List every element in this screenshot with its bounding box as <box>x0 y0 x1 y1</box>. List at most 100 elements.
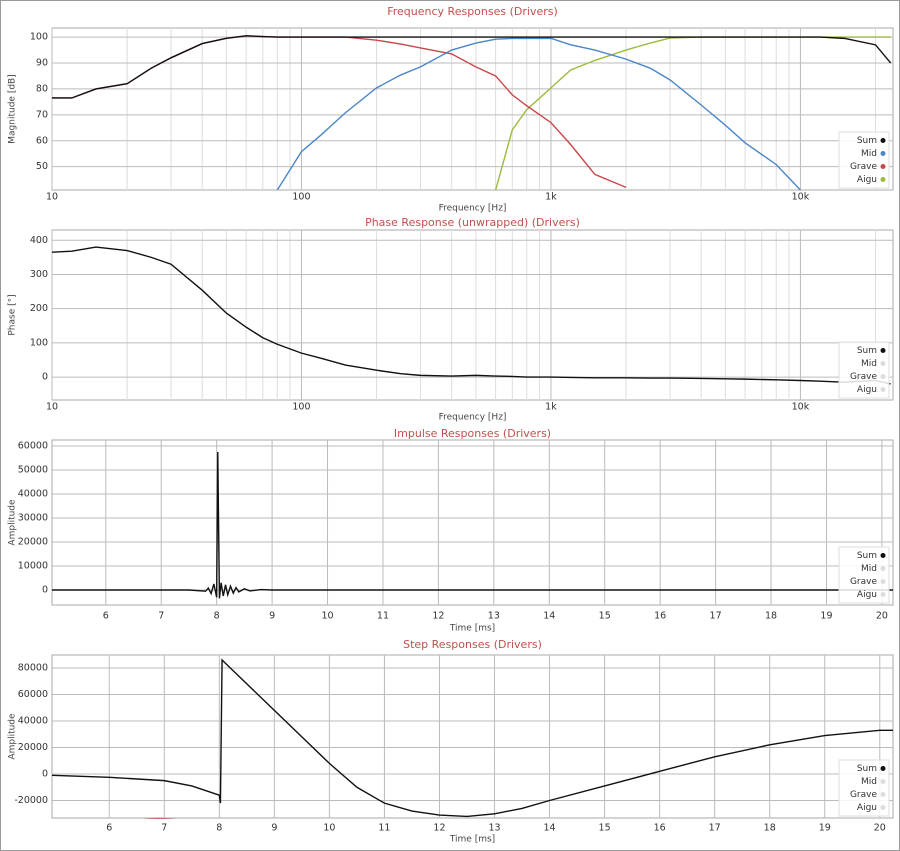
legend-marker <box>880 566 886 571</box>
x-tick-label: 11 <box>378 823 390 834</box>
y-tick-label: 100 <box>30 32 48 43</box>
legend-label: Aigu <box>857 385 877 395</box>
x-tick-label: 14 <box>544 823 556 834</box>
x-tick-label: 12 <box>432 611 444 622</box>
legend-label: Aigu <box>857 590 877 600</box>
x-tick-label: 9 <box>269 611 275 622</box>
y-axis-label: Amplitude <box>8 713 18 760</box>
y-tick-label: 0 <box>42 585 48 596</box>
y-tick-label: 0 <box>42 769 48 780</box>
x-tick-label: 13 <box>488 611 500 622</box>
x-tick-label: 19 <box>819 823 831 834</box>
y-tick-label: 80 <box>36 83 48 94</box>
x-tick-label: 1k <box>545 402 557 413</box>
x-tick-label: 6 <box>106 823 112 834</box>
x-axis-label: Time [ms] <box>449 835 495 845</box>
x-tick-label: 6 <box>103 611 109 622</box>
x-axis-label: Time [ms] <box>449 624 495 634</box>
x-tick-label: 16 <box>654 611 666 622</box>
x-tick-label: 10 <box>46 402 58 413</box>
chart-title: Step Responses (Drivers) <box>403 638 542 651</box>
legend-label: Grave <box>850 162 878 172</box>
x-tick-label: 17 <box>710 611 722 622</box>
legend-label: Mid <box>861 149 877 159</box>
x-tick-label: 15 <box>599 611 611 622</box>
legend-marker <box>880 805 886 810</box>
y-tick-label: 60 <box>36 135 48 146</box>
legend-label: Mid <box>861 564 877 574</box>
x-tick-label: 20 <box>876 611 888 622</box>
plot-area <box>51 229 894 401</box>
y-tick-label: 40000 <box>18 489 48 500</box>
legend-marker <box>880 553 886 558</box>
legend-label: Grave <box>850 372 878 382</box>
legend-marker <box>880 387 886 392</box>
x-tick-label: 19 <box>820 611 832 622</box>
chart-title: Phase Response (unwrapped) (Drivers) <box>365 216 580 229</box>
y-tick-label: 60000 <box>18 689 48 700</box>
y-tick-label: 50 <box>36 161 48 172</box>
x-tick-label: 13 <box>488 823 500 834</box>
plot-area <box>51 654 894 819</box>
x-tick-label: 10 <box>46 192 58 203</box>
y-tick-label: 0 <box>42 372 48 383</box>
y-tick-label: 70 <box>36 109 48 120</box>
legend-marker <box>880 579 886 584</box>
y-tick-label: 20000 <box>18 742 48 753</box>
x-tick-label: 7 <box>158 611 164 622</box>
legend-marker <box>880 138 886 143</box>
y-tick-label: 40000 <box>18 715 48 726</box>
series-line <box>52 658 893 818</box>
y-tick-label: 60000 <box>18 441 48 452</box>
y-tick-label: 80000 <box>18 662 48 673</box>
legend-marker <box>880 164 886 169</box>
legend-label: Mid <box>861 777 877 787</box>
chart-title: Frequency Responses (Drivers) <box>387 5 558 18</box>
legend-label: Grave <box>850 790 878 800</box>
y-axis-label: Magnitude [dB] <box>8 74 18 143</box>
series-line <box>52 246 891 385</box>
x-tick-label: 10 <box>323 823 335 834</box>
x-axis-label: Frequency [Hz] <box>439 413 507 423</box>
legend-marker <box>880 592 886 597</box>
legend-label: Sum <box>857 551 877 561</box>
x-tick-label: 8 <box>216 823 222 834</box>
legend-label: Aigu <box>857 803 877 813</box>
x-tick-label: 10k <box>792 402 810 413</box>
y-tick-label: 400 <box>30 235 48 246</box>
legend: Sum Mid Grave Aigu <box>838 546 890 604</box>
series-line <box>52 35 892 99</box>
y-tick-label: 30000 <box>18 513 48 524</box>
legend-label: Sum <box>857 764 877 774</box>
x-tick-label: 11 <box>377 611 389 622</box>
legend-label: Mid <box>861 359 877 369</box>
x-tick-label: 10k <box>792 192 810 203</box>
legend-marker <box>880 348 886 353</box>
x-tick-label: 14 <box>543 611 555 622</box>
y-tick-label: 100 <box>30 337 48 348</box>
x-tick-label: 18 <box>764 823 776 834</box>
x-tick-label: 16 <box>654 823 666 834</box>
legend-label: Sum <box>857 346 877 356</box>
y-tick-label: 200 <box>30 303 48 314</box>
y-axis-label: Amplitude <box>8 499 18 546</box>
x-tick-label: 15 <box>599 823 611 834</box>
x-tick-label: 9 <box>271 823 277 834</box>
y-tick-label: 300 <box>30 269 48 280</box>
x-tick-label: 17 <box>709 823 721 834</box>
x-tick-label: 1k <box>545 192 557 203</box>
legend-label: Grave <box>850 577 878 587</box>
series-line <box>52 451 893 599</box>
legend-label: Sum <box>857 136 877 146</box>
y-tick-label: -20000 <box>14 795 48 806</box>
plot-area <box>51 439 894 606</box>
y-tick-label: 10000 <box>18 561 48 572</box>
chart-title: Impulse Responses (Drivers) <box>394 427 551 440</box>
y-tick-label: 50000 <box>18 465 48 476</box>
legend-marker <box>880 792 886 797</box>
legend-marker <box>880 766 886 771</box>
x-tick-label: 20 <box>874 823 886 834</box>
legend: Sum Mid Grave Aigu <box>838 341 890 399</box>
legend: Sum Mid Grave Aigu <box>838 131 890 189</box>
